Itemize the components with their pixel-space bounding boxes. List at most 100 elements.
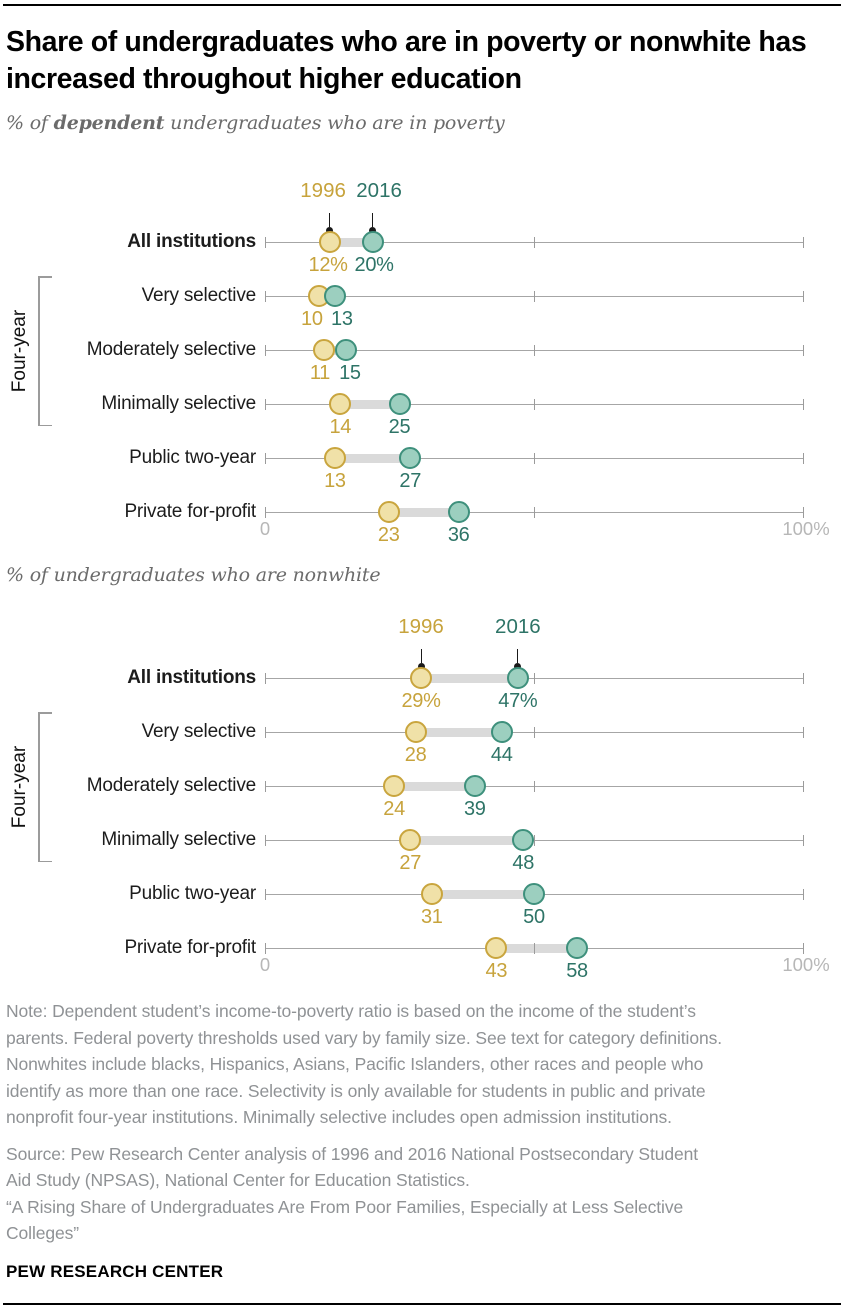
dot-2016 xyxy=(361,231,384,253)
legend-leader-line xyxy=(420,649,422,663)
four-year-label: Four-year xyxy=(9,745,30,829)
axis-tick xyxy=(264,834,266,846)
four-year-bracket-arm xyxy=(38,712,52,714)
axis-tick xyxy=(533,726,535,738)
dot-1996 xyxy=(410,667,433,689)
value-label-1996: 14 xyxy=(329,416,352,438)
dot-1996 xyxy=(313,339,336,361)
axis-tick xyxy=(802,942,804,954)
category-label: Moderately selective xyxy=(86,775,256,796)
axis-tick xyxy=(802,888,804,900)
value-label-1996: 43 xyxy=(485,960,508,982)
dot-2016 xyxy=(506,667,529,689)
axis-tick xyxy=(533,452,535,464)
subtitle-post: undergraduates who are in poverty xyxy=(164,112,505,134)
dot-2016 xyxy=(388,393,411,415)
four-year-label: Four-year xyxy=(9,309,30,393)
value-label-2016: 47% xyxy=(498,690,538,712)
subtitle-pre: % of undergraduates who are nonwhite xyxy=(6,564,381,586)
dot-2016 xyxy=(463,775,486,797)
axis-tick xyxy=(802,834,804,846)
axis-tick xyxy=(802,452,804,464)
dot-1996 xyxy=(329,393,352,415)
axis-min-label: 0 xyxy=(259,518,271,539)
legend-leader-line xyxy=(517,649,519,663)
value-label-1996: 13 xyxy=(324,470,346,492)
value-label-2016: 25 xyxy=(388,416,411,438)
category-label: Very selective xyxy=(141,721,257,742)
four-year-bracket-arm xyxy=(38,276,52,278)
category-label: All institutions xyxy=(127,231,256,252)
axis-max-label: 100% xyxy=(782,518,830,539)
category-label: Public two-year xyxy=(129,447,256,468)
bottom-rule xyxy=(3,1303,841,1305)
category-label: Very selective xyxy=(141,285,257,306)
dot-1996 xyxy=(399,829,422,851)
value-label-1996: 31 xyxy=(420,906,443,928)
category-label: Moderately selective xyxy=(86,339,256,360)
legend-year-2016: 2016 xyxy=(356,179,402,202)
axis-tick xyxy=(802,672,804,684)
axis-tick xyxy=(533,942,535,954)
axis-max-label: 100% xyxy=(782,954,830,975)
legend-leader-line xyxy=(329,213,331,227)
axis-tick xyxy=(264,888,266,900)
category-label: Private for-profit xyxy=(124,937,256,958)
legend-year-2016: 2016 xyxy=(495,615,541,638)
value-label-2016: 36 xyxy=(447,524,470,546)
connector-bar xyxy=(334,453,411,463)
dot-2016 xyxy=(523,883,545,905)
four-year-bracket-arm xyxy=(38,860,52,862)
value-label-1996: 11 xyxy=(309,362,331,384)
axis-tick xyxy=(264,290,266,302)
axis-tick xyxy=(264,398,266,410)
dot-1996 xyxy=(420,883,443,905)
axis-min-label: 0 xyxy=(259,954,271,975)
axis-tick xyxy=(264,726,266,738)
value-label-1996: 29% xyxy=(401,690,441,712)
connector-bar xyxy=(410,835,524,845)
axis-tick xyxy=(533,672,535,684)
top-rule xyxy=(3,4,841,6)
dot-2016 xyxy=(399,447,422,469)
dot-2016 xyxy=(323,285,346,307)
axis-tick xyxy=(802,236,804,248)
dot-1996 xyxy=(323,447,346,469)
legend-leader-dot xyxy=(417,662,425,670)
four-year-bracket xyxy=(38,712,40,862)
value-label-1996: 24 xyxy=(383,798,405,820)
value-label-1996: 10 xyxy=(301,308,323,330)
note-text: Note: Dependent student’s income-to-pove… xyxy=(6,1001,723,1127)
legend-leader-dot xyxy=(369,226,377,234)
dot-2016 xyxy=(447,501,470,523)
nonwhite-chart: 1996 2016 All institutions 29% 47% Very selec… xyxy=(0,616,844,996)
dot-2016 xyxy=(566,937,589,959)
four-year-bracket-arm xyxy=(38,424,52,426)
axis-tick xyxy=(264,780,266,792)
value-label-2016: 39 xyxy=(463,798,486,820)
axis-tick xyxy=(802,398,804,410)
axis-tick xyxy=(802,506,804,518)
connector-bar xyxy=(388,507,459,517)
dot-2016 xyxy=(490,721,513,743)
connector-bar xyxy=(496,943,578,953)
category-label: All institutions xyxy=(127,667,256,688)
brand-label: PEW RESEARCH CENTER xyxy=(6,1261,224,1281)
dot-1996 xyxy=(377,501,400,523)
connector-bar xyxy=(415,727,502,737)
axis-tick xyxy=(264,452,266,464)
value-label-2016: 13 xyxy=(331,308,353,330)
value-label-2016: 44 xyxy=(490,744,513,766)
category-label: Private for-profit xyxy=(124,501,256,522)
axis-tick xyxy=(533,780,535,792)
axis-tick xyxy=(264,236,266,248)
axis-tick xyxy=(533,398,535,410)
axis-tick xyxy=(264,942,266,954)
value-label-1996: 27 xyxy=(399,852,422,874)
axis-tick xyxy=(533,506,535,518)
category-label: Minimally selective xyxy=(101,829,256,850)
value-label-1996: 12% xyxy=(308,254,348,276)
axis-tick xyxy=(802,780,804,792)
dot-1996 xyxy=(383,775,406,797)
